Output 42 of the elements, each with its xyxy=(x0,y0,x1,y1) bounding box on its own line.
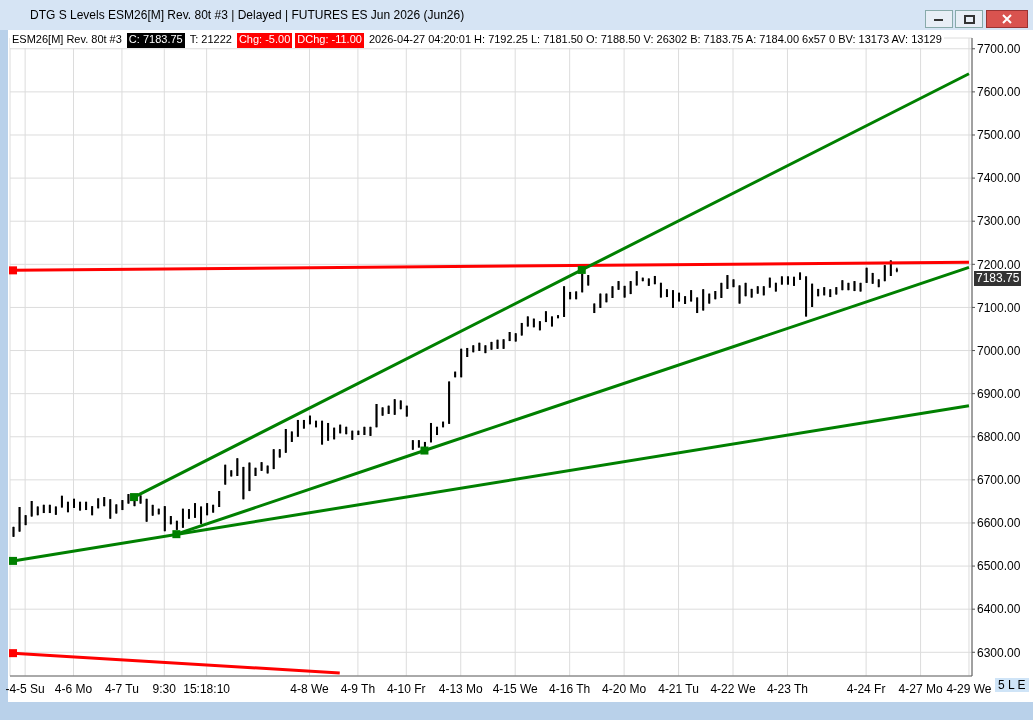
x-tick-label: 4-27 Mo xyxy=(898,681,943,696)
y-tick-label: 7000.00 xyxy=(977,343,1021,358)
x-tick-label: -4-5 Su xyxy=(5,681,45,696)
y-tick-label: 6800.00 xyxy=(977,430,1021,445)
y-tick-label: 6600.00 xyxy=(977,516,1021,531)
y-tick-label: 7100.00 xyxy=(977,300,1021,315)
annotation: C: 7183.75 xyxy=(126,33,185,48)
annotation: T: 21222 xyxy=(188,33,233,47)
x-tick-label: 4-20 Mo xyxy=(602,681,647,696)
y-tick-label: 7400.00 xyxy=(977,171,1021,186)
y-tick-label: 7300.00 xyxy=(977,214,1021,229)
x-tick-label: 4-15 We xyxy=(492,681,539,696)
x-tick-label: 4-13 Mo xyxy=(438,681,484,696)
x-tick-label: 4-29 We xyxy=(946,681,992,696)
x-tick-label: 4-23 Th xyxy=(766,681,809,696)
x-tick-label: 4-24 Fr xyxy=(846,681,886,696)
chart-title: DTG S Levels ESM26[M] Rev. 80t #3 | Delayed | FUTURES ES Jun 2026 (Jun26) xyxy=(30,8,465,22)
text: 7183.75 xyxy=(974,271,1022,286)
x-tick-label: 4-16 Th xyxy=(549,681,591,696)
y-tick-label: 6400.00 xyxy=(977,602,1021,617)
x-tick-label: 4-6 Mo xyxy=(54,681,93,696)
x-tick-label: 4-7 Tu xyxy=(104,681,139,696)
y-tick-label: 7500.00 xyxy=(977,128,1021,143)
annotation: 2026-04-27 04:20:01 H: 7192.25 L: 7181.50 O: 7188.50 V: 26302 B: 7183.75 A: 7184.00 6x57 0 BV: 13173 AV: 13129 xyxy=(367,33,943,47)
x-tick-label: 4-8 We xyxy=(290,681,330,696)
text: 5 L E xyxy=(995,678,1029,692)
annotation: Chg: -5.00 xyxy=(236,33,293,48)
y-tick-label: 6500.00 xyxy=(977,559,1021,574)
annotation: DChg: -11.00 xyxy=(295,33,364,48)
y-tick-label: 6900.00 xyxy=(977,386,1021,401)
y-tick-label: 7600.00 xyxy=(977,85,1021,100)
x-tick-label: 4-22 We xyxy=(710,681,756,696)
x-tick-label: 4-9 Th xyxy=(340,681,376,696)
x-tick-label: 4-10 Fr xyxy=(386,681,426,696)
x-tick-label: 9:30 xyxy=(152,681,177,696)
y-tick-label: 7200.00 xyxy=(977,257,1021,272)
y-tick-label: 7700.00 xyxy=(977,42,1021,57)
x-tick-label: 4-21 Tu xyxy=(658,681,699,696)
x-tick-label: 15:18:10 xyxy=(183,681,231,696)
y-tick-label: 6700.00 xyxy=(977,473,1021,488)
y-tick-label: 6300.00 xyxy=(977,645,1021,660)
annotation: ESM26[M] Rev. 80t #3 xyxy=(11,33,123,47)
